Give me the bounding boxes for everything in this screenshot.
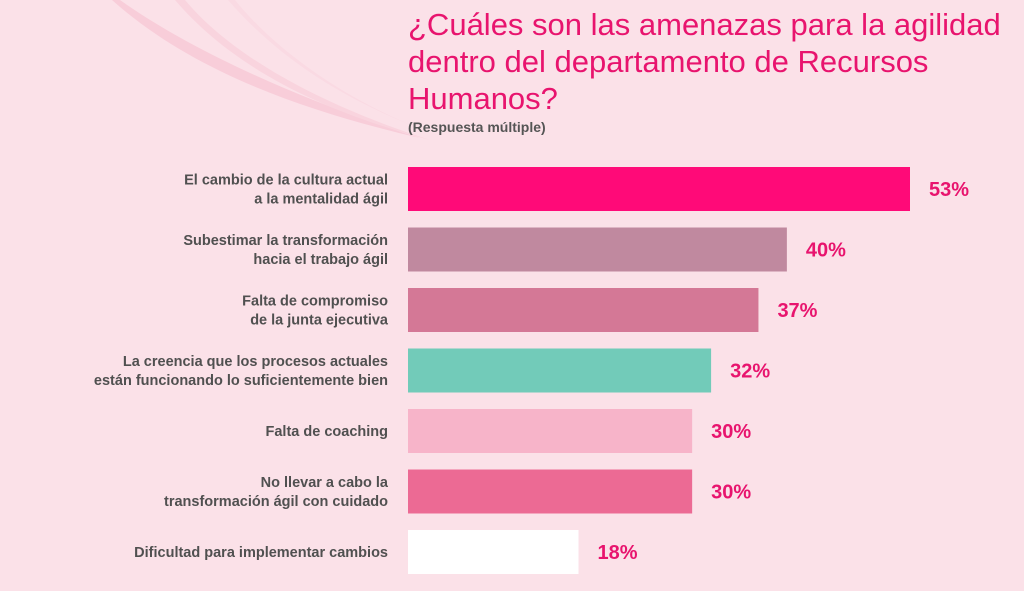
- category-label-1: El cambio de la cultura actual a la menta…: [184, 173, 388, 208]
- bar-2: [408, 227, 787, 272]
- bar-4: [408, 348, 712, 393]
- bar-3: [408, 288, 759, 332]
- chart-subtitle: (Respuesta múltiple): [408, 119, 546, 135]
- value-label-7: 18%: [597, 542, 637, 564]
- value-label-5: 30%: [711, 421, 751, 443]
- category-label-2: Subestimar la transformación hacia el tra…: [183, 233, 388, 268]
- category-label-7: Dificultad para implementar cambios: [134, 545, 388, 561]
- bar-1: [408, 167, 910, 211]
- value-label-6: 30%: [711, 482, 751, 504]
- category-label-5: Falta de coaching: [266, 424, 388, 440]
- value-label-3: 37%: [777, 300, 817, 322]
- bar-6: [408, 469, 693, 514]
- category-label-6: No llevar a cabo la transformación ágil c…: [164, 475, 389, 510]
- value-label-2: 40%: [806, 240, 846, 262]
- bar-5: [408, 409, 693, 453]
- value-label-4: 32%: [730, 361, 770, 383]
- chart-title: ¿Cuáles son las amenazas para la agilida…: [408, 7, 1001, 116]
- category-label-4: La creencia que los procesos actuales est…: [94, 354, 388, 389]
- bar-7: [408, 530, 579, 574]
- value-label-1: 53%: [929, 179, 969, 201]
- category-label-3: Falta de compromiso de la junta ejecutiva: [242, 294, 389, 329]
